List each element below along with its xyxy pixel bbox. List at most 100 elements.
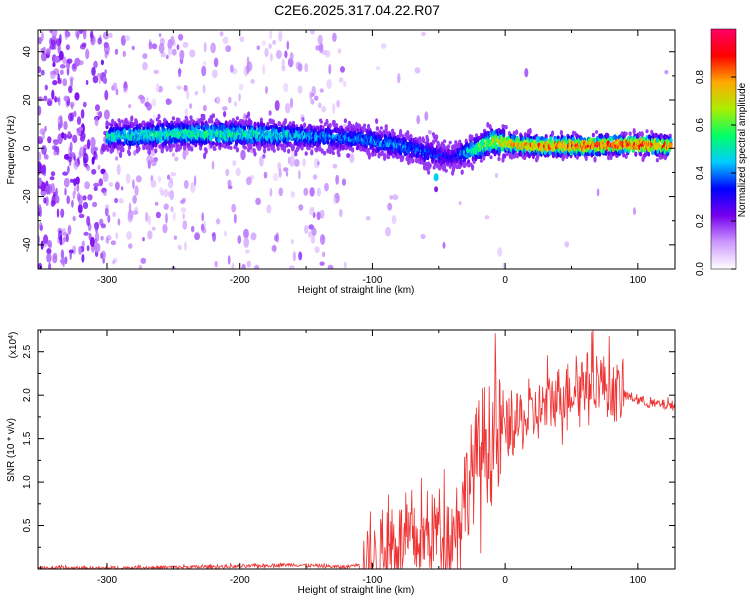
spectrogram-noise-cell	[124, 35, 131, 42]
spectrogram-noise-cell	[216, 218, 221, 225]
spectrogram-noise-cell	[238, 93, 241, 102]
spectrogram-ridge-cell	[118, 121, 122, 128]
spectrogram-noise-cell	[66, 58, 73, 64]
spectrogram-noise-cell	[497, 247, 503, 257]
tick-label: 100	[629, 275, 646, 286]
spectrogram-noise-cell	[596, 188, 600, 197]
spectrogram-noise-cell	[76, 130, 81, 136]
spectrogram-noise-cell	[74, 92, 80, 101]
spectrogram-noise-cell	[82, 101, 87, 108]
spectrogram-noise-cell	[154, 201, 159, 206]
spectrogram-noise-cell	[255, 197, 261, 205]
spectrogram-ridge-cell	[120, 119, 124, 124]
spectrogram-noise-cell	[524, 68, 529, 78]
spectrogram-noise-cell	[442, 242, 446, 249]
spectrogram-ridge-cell	[207, 117, 211, 124]
spectrogram-noise-cell	[211, 160, 215, 170]
spectrogram-ridge-cell	[489, 155, 493, 160]
spectrogram-noise-cell	[246, 63, 250, 75]
spectrogram-ridge-cell	[326, 148, 330, 154]
spectrogram-noise-cell	[103, 191, 107, 197]
spectrogram-noise-cell	[80, 109, 85, 119]
snr-panel: -300 -200 -100 0 100 0.51.01.52.02.5 Height …	[6, 329, 676, 596]
spectrogram-noise-cell	[178, 67, 182, 78]
spectrogram-ridge-cell	[213, 147, 217, 151]
spectrogram-x-axis-label: Height of straight line (km)	[298, 285, 415, 296]
spectrogram-ridge-cell	[638, 131, 642, 137]
spectrogram-noise-cell	[428, 130, 432, 135]
spectrogram-ridge-cell	[401, 155, 405, 160]
spectrogram-ridge-cell	[151, 120, 155, 125]
spectrogram-noise-cell	[59, 258, 65, 264]
spectrogram-noise-cell	[55, 195, 60, 204]
spectrogram-ridge-cell	[111, 118, 115, 125]
spectrogram-noise-cell	[49, 176, 55, 181]
spectrogram-noise-cell	[45, 154, 49, 160]
spectrogram-noise-cell	[78, 213, 85, 219]
spectrogram-ridge-cell	[315, 125, 319, 131]
spectrogram-noise-cell	[83, 30, 87, 40]
spectrogram-noise-cell	[57, 116, 62, 125]
spectrogram-noise-cell	[93, 186, 98, 191]
spectrogram-noise-cell	[262, 64, 266, 75]
spectrogram-noise-cell	[189, 49, 196, 58]
tick-label: -20	[22, 189, 33, 204]
spectrogram-ridge-cell	[171, 116, 175, 121]
spectrogram-ridge-cell	[211, 113, 215, 119]
spectrogram-noise-cell	[38, 36, 42, 45]
tick-label: 0.2	[695, 214, 706, 228]
spectrogram-noise-cell	[212, 231, 217, 242]
spectrogram-noise-cell	[112, 260, 115, 265]
spectrogram-noise-cell	[664, 70, 669, 75]
spectrogram-noise-cell	[72, 215, 76, 222]
spectrogram-noise-cell	[79, 135, 85, 142]
spectrogram-noise-cell	[283, 167, 289, 172]
spectrogram-noise-cell	[42, 164, 47, 174]
spectrogram-noise-cell	[82, 201, 89, 210]
spectrogram-noise-cell	[343, 80, 347, 88]
spectrogram-ridge-cell	[271, 119, 275, 126]
spectrogram-noise-cell	[120, 186, 124, 191]
spectrogram-ridge-cell	[571, 139, 576, 146]
spectrogram-noise-cell	[104, 69, 108, 75]
spectrogram-ridge-cell	[189, 115, 193, 120]
spectrogram-noise-cell	[308, 231, 312, 238]
spectrogram-noise-cell	[150, 179, 157, 188]
spectrogram-noise-cell	[284, 102, 291, 114]
spectrogram-noise-cell	[298, 251, 303, 261]
spectrogram-ridge-cell	[172, 143, 176, 148]
spectrogram-ridge-cell	[183, 145, 187, 151]
spectrogram-noise-cell	[81, 253, 85, 263]
spectrogram-noise-cell	[93, 60, 98, 69]
spectrogram-noise-cell	[92, 75, 99, 84]
spectrogram-ridge-cell	[632, 128, 636, 135]
spectrogram-noise-cell	[47, 100, 53, 106]
spectrogram-noise-cell	[69, 152, 76, 158]
spectrogram-noise-cell	[146, 102, 152, 111]
spectrogram-ridge-cell	[194, 142, 198, 148]
spectrogram-noise-cell	[309, 30, 315, 35]
spectrogram-ridge-cell	[117, 118, 121, 123]
spectrogram-noise-cell	[321, 105, 327, 113]
spectrogram-ridge-cell	[367, 123, 371, 130]
spectrogram-noise-cell	[108, 182, 114, 187]
spectrogram-noise-cell	[51, 30, 58, 38]
spectrogram-ridge-cell	[471, 136, 475, 141]
spectrogram-noise-cell	[502, 262, 506, 269]
spectrogram-ridge-cell	[157, 113, 161, 120]
spectrogram-ridge-cell	[548, 149, 552, 156]
spectrogram-noise-cell	[126, 231, 132, 240]
spectrogram-ridge-cell	[443, 164, 447, 170]
spectrogram-noise-cell	[269, 30, 273, 40]
spectrogram-noise-cell	[380, 43, 387, 49]
spectrogram-noise-cell	[289, 97, 294, 109]
spectrogram-ridge-cell	[363, 123, 367, 128]
spectrogram-noise-cell	[93, 146, 99, 152]
spectrogram-ridge-cell	[325, 118, 329, 125]
spectrogram-noise-cell	[278, 30, 283, 42]
spectrogram-noise-cell	[128, 202, 132, 213]
colorbar-label: Normalized spectral amplitude	[737, 82, 748, 217]
spectrogram-ridge-cell	[260, 140, 264, 147]
spectrogram-noise-cell	[117, 218, 121, 226]
spectrogram-ridge-cell	[471, 164, 475, 171]
